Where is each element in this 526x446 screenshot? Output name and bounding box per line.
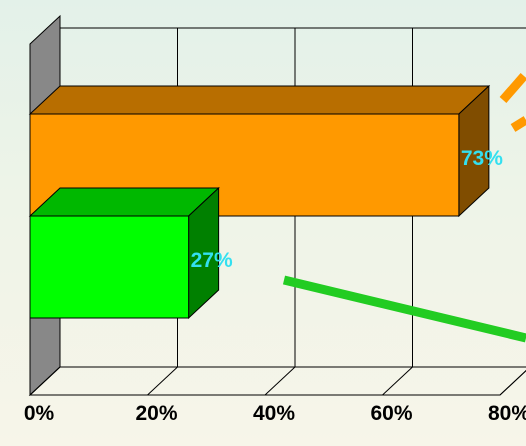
data-label: 27% [191, 249, 233, 272]
floor-gridline [264, 366, 296, 396]
floor-gridline [499, 370, 526, 396]
x-tick-label: 60% [370, 402, 412, 425]
bar-top-face [28, 187, 220, 217]
x-axis-tick-labels: 0% 20% 40% 60% 80% [24, 402, 526, 425]
x-tick-label: 20% [135, 402, 177, 425]
floor [28, 366, 526, 396]
data-label: 73% [461, 147, 503, 170]
bar-top-face [28, 85, 491, 115]
bar-front-face [29, 215, 190, 319]
x-tick-label: 80% [488, 402, 526, 425]
bar [28, 186, 220, 320]
callout-arrow [510, 116, 526, 132]
callout-arrows [282, 73, 526, 343]
x-tick-label: 0% [24, 402, 55, 425]
floor-gridline [29, 366, 61, 396]
bar [28, 84, 491, 218]
x-tick-label: 40% [253, 402, 295, 425]
floor-gridline [147, 366, 178, 396]
callout-arrow [499, 73, 526, 103]
floor-gridline [382, 366, 413, 396]
bars [28, 84, 491, 320]
data-labels: 73% 27% [191, 147, 504, 272]
callout-arrow [282, 275, 526, 343]
